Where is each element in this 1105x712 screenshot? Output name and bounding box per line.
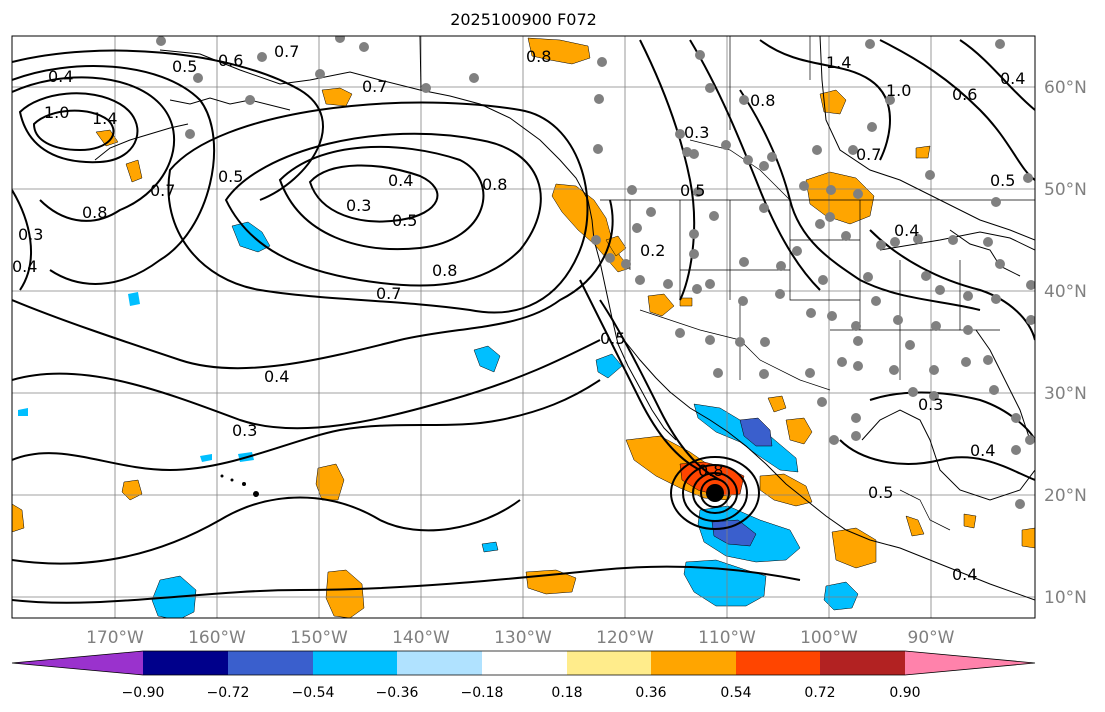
contour-label: 0.8 — [526, 47, 551, 66]
colorbar-ticks: −0.90 −0.72 −0.54 −0.36 −0.18 0.18 0.36 … — [122, 685, 921, 701]
contour-label: 0.4 — [894, 221, 919, 240]
lon-label: 110°W — [698, 628, 756, 648]
storm-center — [706, 484, 724, 502]
contour-label: 1.0 — [886, 81, 911, 100]
contour-label: 0.4 — [970, 441, 995, 460]
lat-label: 60°N — [1044, 78, 1087, 98]
longitude-axis: 170°W 160°W 150°W 140°W 130°W 120°W 110°… — [86, 628, 955, 648]
colorbar-segment — [397, 651, 482, 675]
colorbar-tick-label: 0.36 — [635, 685, 666, 701]
contour-label: 0.5 — [392, 211, 417, 230]
contour-label: 0.6 — [952, 85, 977, 104]
lon-label: 90°W — [908, 628, 955, 648]
contour-label: 0.4 — [952, 565, 977, 584]
contour-label: 0.5 — [990, 171, 1015, 190]
colorbar-segment — [567, 651, 651, 675]
contour-label: 0.5 — [868, 483, 893, 502]
contour-label: 0.3 — [918, 395, 943, 414]
contour-label: 0.4 — [388, 171, 413, 190]
contour-label: 0.4 — [12, 257, 37, 276]
colorbar-tick-label: −0.36 — [376, 685, 419, 701]
lon-label: 170°W — [86, 628, 144, 648]
colorbar-segment — [820, 651, 905, 675]
contour-label: 1.4 — [92, 109, 117, 128]
colorbar-segment — [228, 651, 313, 675]
colorbar: −0.90 −0.72 −0.54 −0.36 −0.18 0.18 0.36 … — [11, 650, 1036, 701]
colorbar-tick-label: −0.90 — [122, 685, 165, 701]
contour-label: 0.7 — [362, 77, 387, 96]
latitude-axis: 60°N 50°N 40°N 30°N 20°N 10°N — [1044, 78, 1087, 608]
contour-label: 0.4 — [1000, 69, 1025, 88]
map-background — [12, 36, 1035, 618]
contour-label: 0.8 — [432, 261, 457, 280]
colorbar-extend-low — [12, 651, 143, 675]
lat-label: 30°N — [1044, 384, 1087, 404]
lon-label: 140°W — [392, 628, 450, 648]
lon-label: 120°W — [596, 628, 654, 648]
lat-label: 20°N — [1044, 486, 1087, 506]
colorbar-segment — [313, 651, 397, 675]
lat-label: 10°N — [1044, 588, 1087, 608]
colorbar-tick-label: −0.72 — [207, 685, 250, 701]
contour-label: 0.7 — [274, 42, 299, 61]
political-borders — [600, 36, 1035, 531]
lon-label: 150°W — [290, 628, 348, 648]
contour-label: 0.5 — [680, 181, 705, 200]
contour-label-group: 0.4 0.5 0.6 0.7 0.7 1.0 1.4 0.8 0.3 0.4 … — [12, 42, 1025, 584]
anomaly-shading — [12, 37, 1035, 618]
contour-label: 0.5 — [600, 329, 625, 348]
contour-label: 0.8 — [82, 203, 107, 222]
contour-label: 0.7 — [856, 145, 881, 164]
colorbar-segment — [736, 651, 820, 675]
contour-label: 0.5 — [218, 167, 243, 186]
contour-lines — [12, 39, 1035, 604]
contour-label: 0.6 — [218, 51, 243, 70]
contour-label: 1.4 — [826, 53, 851, 72]
colorbar-tick-label: −0.18 — [461, 685, 504, 701]
map-title: 2025100900 F072 — [450, 10, 597, 29]
contour-label: 0.3 — [232, 421, 257, 440]
contour-label: 0.3 — [346, 196, 371, 215]
colorbar-tick-label: 0.18 — [551, 685, 582, 701]
contour-label: 0.8 — [750, 91, 775, 110]
contour-label: 0.7 — [150, 181, 175, 200]
contour-label: 0.2 — [640, 241, 665, 260]
contour-label: 0.3 — [18, 225, 43, 244]
map-frame — [11, 35, 1036, 619]
contour-label: 0.7 — [376, 284, 401, 303]
lat-label: 40°N — [1044, 282, 1087, 302]
contour-label: 0.4 — [264, 367, 289, 386]
lon-label: 130°W — [494, 628, 552, 648]
contour-label: 0.3 — [684, 123, 709, 142]
colorbar-tick-label: −0.54 — [292, 685, 335, 701]
colorbar-tick-label: 0.54 — [720, 685, 751, 701]
colorbar-tick-label: 0.72 — [804, 685, 835, 701]
colorbar-tick-label: 0.90 — [889, 685, 920, 701]
contour-label: 0.8 — [482, 175, 507, 194]
lon-label: 100°W — [800, 628, 858, 648]
lon-label: 160°W — [188, 628, 246, 648]
colorbar-extend-high — [905, 651, 1035, 675]
colorbar-outline — [11, 650, 1036, 676]
contour-label: 1.0 — [44, 103, 69, 122]
observation-dots — [156, 36, 1035, 509]
colorbar-segment — [143, 651, 228, 675]
colorbar-segment — [651, 651, 736, 675]
islands — [220, 474, 259, 497]
colorbar-segment — [482, 651, 567, 675]
contour-label: 0.8 — [698, 461, 723, 480]
contour-label: 0.5 — [172, 57, 197, 76]
contour-label: 0.4 — [48, 67, 73, 86]
lat-label: 50°N — [1044, 180, 1087, 200]
